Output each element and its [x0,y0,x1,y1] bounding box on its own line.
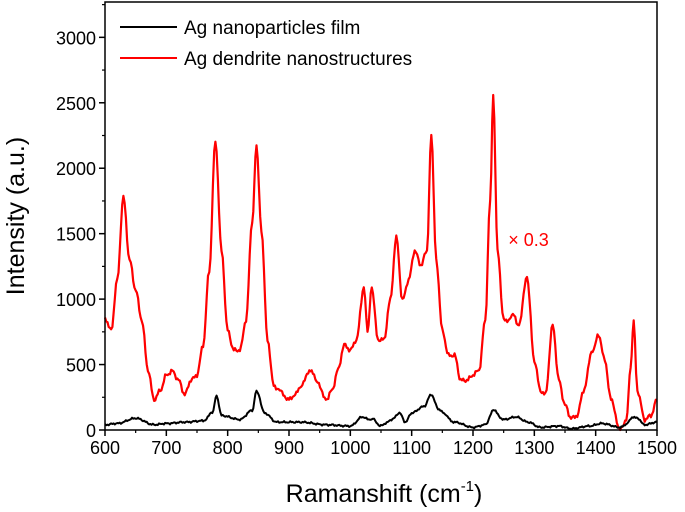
x-tick-label: 600 [90,438,120,458]
y-tick-label: 0 [86,421,96,441]
legend: Ag nanoparticles film Ag dendrite nanost… [120,18,412,70]
x-tick-label: 800 [213,438,243,458]
x-tick-label: 900 [274,438,304,458]
series-layer [103,93,658,432]
x-axis-label-sup: -1 [461,478,474,495]
x-tick-label: 1100 [392,438,431,458]
x-axis-label-main: Ramanshift (cm [286,480,461,508]
y-tick-label: 2000 [56,159,96,179]
scale-annotation: × 0.3 [508,230,549,250]
y-tick-label: 1000 [56,290,96,310]
x-tick-label: 1400 [576,438,616,458]
y-tick-label: 2500 [56,94,96,114]
y-tick-label: 500 [66,356,96,376]
y-tick-label: 1500 [56,225,96,245]
legend-label: Ag nanoparticles film [184,18,360,39]
series-line-ag-nanoparticles [104,389,658,431]
y-axis-label: Intensity (a.u.) [2,137,30,295]
y-tick-label: 3000 [56,28,96,48]
x-axis-label: Ramanshift (cm-1) [286,478,483,508]
x-axis-label-close: ) [474,480,482,508]
x-tick-label: 1500 [637,438,677,458]
series-line-ag-dendrite [103,93,658,432]
axis-ticks: 600 700 800 900 1000 1100 1200 1300 1400 1500 0 500… [56,4,677,458]
x-tick-label: 1200 [453,438,493,458]
x-tick-label: 700 [151,438,181,458]
x-tick-label: 1000 [330,438,370,458]
x-tick-label: 1300 [514,438,554,458]
legend-label: Ag dendrite nanostructures [184,49,412,70]
